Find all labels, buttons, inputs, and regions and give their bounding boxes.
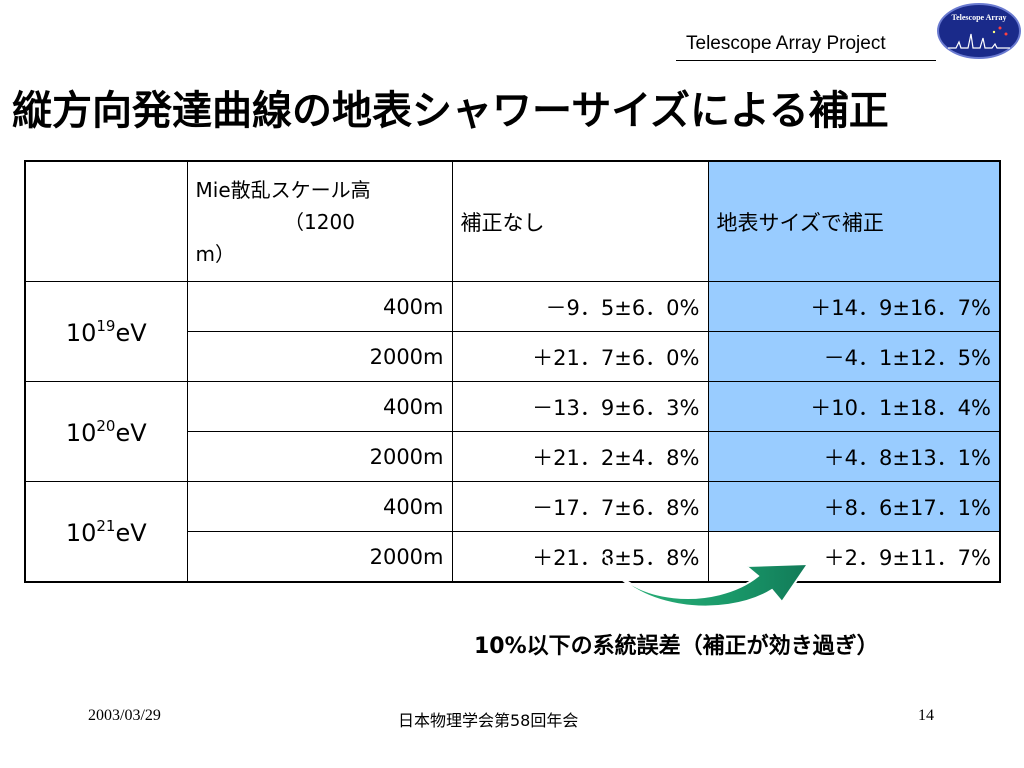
footer-event: 日本物理学会第58回年会 xyxy=(398,711,579,730)
project-name: Telescope Array Project xyxy=(686,33,886,54)
telescope-array-logo: Telescope Array xyxy=(937,3,1021,59)
header-mie-line2: （1200 xyxy=(284,209,355,234)
corrected-cell: ＋4．8±13．1% xyxy=(707,431,1001,482)
table-row: 2000m ＋21．2±4．8% ＋4．8±13．1% xyxy=(25,431,1001,482)
uncorrected-cell: －13．9±6．3% xyxy=(451,381,709,432)
header-mie-scale-height: Mie散乱スケール高 （1200 m） xyxy=(186,160,453,282)
table-row: 1021eV 400m －17．7±6．8% ＋8．6±17．1% xyxy=(24,481,1001,583)
scale-cell: 2000m xyxy=(186,331,453,382)
slide-title: 縦方向発達曲線の地表シャワーサイズによる補正 xyxy=(12,88,889,134)
header-uncorrected: 補正なし xyxy=(451,160,709,282)
uncorrected-cell: ＋21．2±4．8% xyxy=(451,431,709,482)
table-row: 1020eV 400m －13．9±6．3% ＋10．1±18．4% xyxy=(24,381,1001,482)
page-number: 14 xyxy=(918,707,934,724)
uncorrected-cell: －17．7±6．8% xyxy=(451,481,709,532)
scale-cell: 400m xyxy=(186,481,453,532)
table-header-row: Mie散乱スケール高 （1200 m） 補正なし 地表サイズで補正 xyxy=(24,160,1001,282)
energy-cell-1e21: 1021eV xyxy=(24,481,188,583)
table-row: 1019eV 400m －9．5±6．0% ＋14．9±16．7% xyxy=(24,281,1001,382)
scale-cell: 400m xyxy=(186,381,453,432)
curved-arrow-icon xyxy=(603,553,810,608)
table-row: 2000m ＋21．8±5．8% ＋2．9±11．7% xyxy=(25,531,1001,583)
uncorrected-cell: ＋21．7±6．0% xyxy=(451,331,709,382)
corrected-cell: ＋14．9±16．7% xyxy=(707,281,1001,332)
header-mie-line1: Mie散乱スケール高 xyxy=(195,177,371,202)
scale-cell: 2000m xyxy=(186,531,453,583)
header-divider xyxy=(676,60,936,61)
corrected-cell: ＋8．6±17．1% xyxy=(707,481,1001,532)
correction-table: Mie散乱スケール高 （1200 m） 補正なし 地表サイズで補正 1019eV… xyxy=(24,160,1001,583)
footer-date: 2003/03/29 xyxy=(88,707,161,724)
uncorrected-cell: －9．5±6．0% xyxy=(451,281,709,332)
corrected-cell: －4．1±12．5% xyxy=(707,331,1001,382)
systematic-error-note: 10%以下の系統誤差（補正が効き過ぎ） xyxy=(474,634,879,659)
header-corrected: 地表サイズで補正 xyxy=(707,160,1001,282)
energy-cell-1e19: 1019eV xyxy=(24,281,188,382)
scale-cell: 400m xyxy=(186,281,453,332)
uncorrected-cell: ＋21．8±5．8% xyxy=(451,531,709,583)
scale-cell: 2000m xyxy=(186,431,453,482)
corrected-cell: ＋10．1±18．4% xyxy=(707,381,1001,432)
header-mie-line3: m） xyxy=(195,241,235,266)
logo-text: Telescope Array xyxy=(951,13,1006,22)
header-empty-cell xyxy=(24,160,188,282)
energy-cell-1e20: 1020eV xyxy=(24,381,188,482)
